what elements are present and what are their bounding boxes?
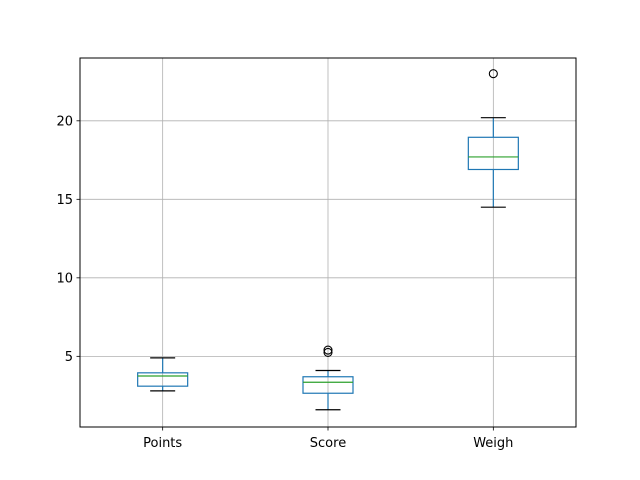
y-tick-label: 10 bbox=[56, 271, 73, 286]
iqr-box bbox=[467, 136, 519, 171]
y-tick-label: 15 bbox=[56, 193, 73, 208]
box-points bbox=[137, 357, 189, 392]
outlier-point bbox=[488, 69, 498, 79]
box-layer bbox=[137, 69, 519, 411]
outlier-point bbox=[323, 347, 333, 357]
outlier-point bbox=[323, 345, 333, 355]
x-tick-label: Weigh bbox=[473, 436, 513, 451]
iqr-box bbox=[302, 376, 354, 394]
x-tick-label: Score bbox=[310, 436, 346, 451]
y-tick-label: 5 bbox=[65, 350, 73, 365]
axis-layer: 5 10 15 20 Points Score Weigh bbox=[56, 114, 513, 451]
x-tick-label: Points bbox=[143, 436, 182, 451]
box-score bbox=[302, 345, 354, 411]
y-tick-label: 20 bbox=[56, 114, 73, 129]
box-weigh bbox=[467, 69, 519, 208]
iqr-box bbox=[137, 372, 189, 387]
